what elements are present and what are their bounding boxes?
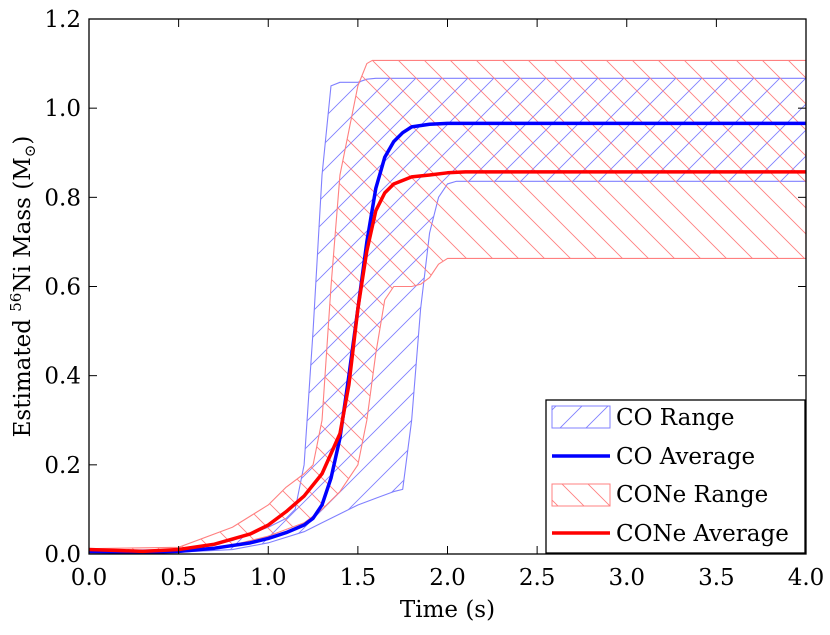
x-tick-label: 1.0 — [250, 565, 287, 591]
x-tick-label: 0.0 — [71, 565, 108, 591]
legend-label-co-average: CO Average — [616, 444, 755, 470]
y-tick-label: 1.0 — [44, 96, 81, 122]
x-tick-label: 2.5 — [519, 565, 556, 591]
legend-swatch-co-range — [551, 405, 611, 429]
y-axis-title-superscript: 56 — [7, 293, 25, 312]
axis-ticks — [88, 18, 807, 555]
y-tick-label: 0.8 — [44, 185, 81, 211]
x-tick-label: 3.5 — [698, 565, 735, 591]
legend-entry-co-range: CO Range — [551, 405, 734, 431]
y-tick-label: 0.0 — [44, 542, 81, 568]
x-tick-label: 3.0 — [608, 565, 645, 591]
co-average-line — [89, 121, 806, 554]
legend-label-co-range: CO Range — [616, 405, 734, 431]
x-tick-label: 1.5 — [340, 565, 377, 591]
legend-entry-cone-range: CONe Range — [551, 482, 768, 508]
x-axis-title: Time (s) — [400, 597, 495, 623]
y-axis-title-suffix: ) — [10, 136, 36, 145]
y-tick-label: 0.6 — [44, 275, 81, 301]
x-tick-label: 4.0 — [788, 565, 825, 591]
y-tick-labels: 0.0 0.2 0.4 0.6 0.8 1.0 1.2 — [44, 7, 81, 568]
y-tick-label: 1.2 — [44, 7, 81, 33]
cone-average-line — [89, 170, 806, 554]
legend-label-cone-average: CONe Average — [616, 521, 789, 547]
legend-entry-cone-average: CONe Average — [552, 521, 789, 547]
x-tick-label: 2.0 — [429, 565, 466, 591]
x-tick-label: 0.5 — [160, 565, 197, 591]
legend: CO Range CO Average CONe Range CONe Aver… — [545, 399, 806, 554]
y-axis-title-middle: Ni Mass (M — [10, 157, 36, 293]
y-tick-label: 0.2 — [44, 453, 81, 479]
series-layer — [89, 59, 806, 554]
y-axis-title-subscript: ⊙ — [21, 145, 39, 158]
x-tick-labels: 0.0 0.5 1.0 1.5 2.0 2.5 3.0 3.5 4.0 — [71, 565, 825, 591]
legend-swatch-cone-range — [551, 483, 611, 507]
y-axis-title: Estimated 56Ni Mass (M⊙) — [7, 136, 39, 438]
y-axis-title-prefix: Estimated — [10, 312, 36, 438]
y-tick-label: 0.4 — [44, 364, 81, 390]
legend-label-cone-range: CONe Range — [616, 482, 768, 508]
legend-entry-co-average: CO Average — [552, 444, 755, 470]
